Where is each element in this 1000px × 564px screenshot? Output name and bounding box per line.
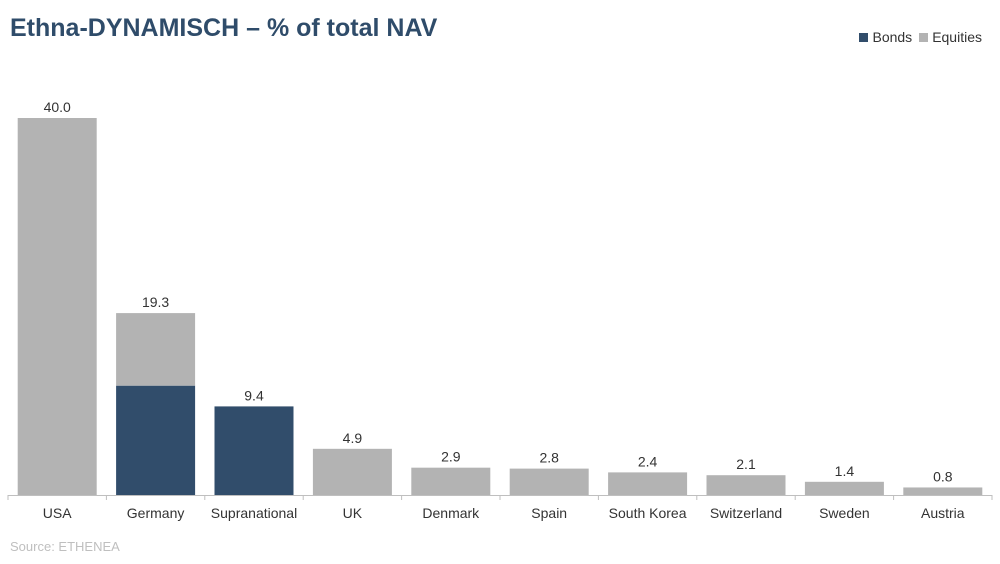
x-tick-label-austria: Austria	[921, 505, 965, 521]
data-label-austria: 0.8	[933, 468, 953, 484]
data-label-usa: 40.0	[44, 99, 71, 115]
x-tick-label-supranational: Supranational	[211, 505, 297, 521]
bar-equities-germany	[116, 313, 196, 386]
chart-legend: Bonds Equities	[852, 29, 982, 45]
x-tick-label-spain: Spain	[531, 505, 567, 521]
legend-item-equities: Equities	[919, 29, 982, 45]
bar-bonds-supranational	[214, 406, 294, 495]
x-tick-label-denmark: Denmark	[422, 505, 480, 521]
data-label-spain: 2.8	[539, 450, 559, 466]
data-label-south-korea: 2.4	[638, 453, 658, 469]
bar-equities-south-korea	[608, 472, 688, 495]
bar-equities-usa	[17, 118, 97, 495]
bar-equities-sweden	[804, 481, 884, 495]
bar-equities-uk	[312, 448, 392, 495]
legend-swatch-equities	[919, 32, 929, 42]
bar-equities-switzerland	[706, 475, 786, 495]
data-label-denmark: 2.9	[441, 449, 461, 465]
x-tick-label-south-korea: South Korea	[609, 505, 687, 521]
source-note: Source: ETHENEA	[10, 539, 120, 554]
data-label-supranational: 9.4	[244, 387, 264, 403]
x-tick-label-usa: USA	[43, 505, 72, 521]
data-label-germany: 19.3	[142, 294, 169, 310]
bar-bonds-germany	[116, 385, 196, 495]
data-label-uk: 4.9	[343, 430, 363, 446]
bar-equities-austria	[903, 487, 983, 495]
legend-swatch-bonds	[859, 32, 869, 42]
bar-equities-denmark	[411, 467, 491, 495]
x-tick-label-sweden: Sweden	[819, 505, 870, 521]
data-label-sweden: 1.4	[835, 463, 855, 479]
x-tick-label-switzerland: Switzerland	[710, 505, 782, 521]
x-tick-label-uk: UK	[343, 505, 363, 521]
legend-item-bonds: Bonds	[859, 29, 912, 45]
data-label-switzerland: 2.1	[736, 456, 756, 472]
legend-label-equities: Equities	[932, 29, 982, 45]
chart-title: Ethna-DYNAMISCH – % of total NAV	[10, 14, 438, 42]
bar-equities-spain	[509, 468, 589, 495]
legend-label-bonds: Bonds	[872, 29, 913, 45]
x-tick-label-germany: Germany	[127, 505, 185, 521]
